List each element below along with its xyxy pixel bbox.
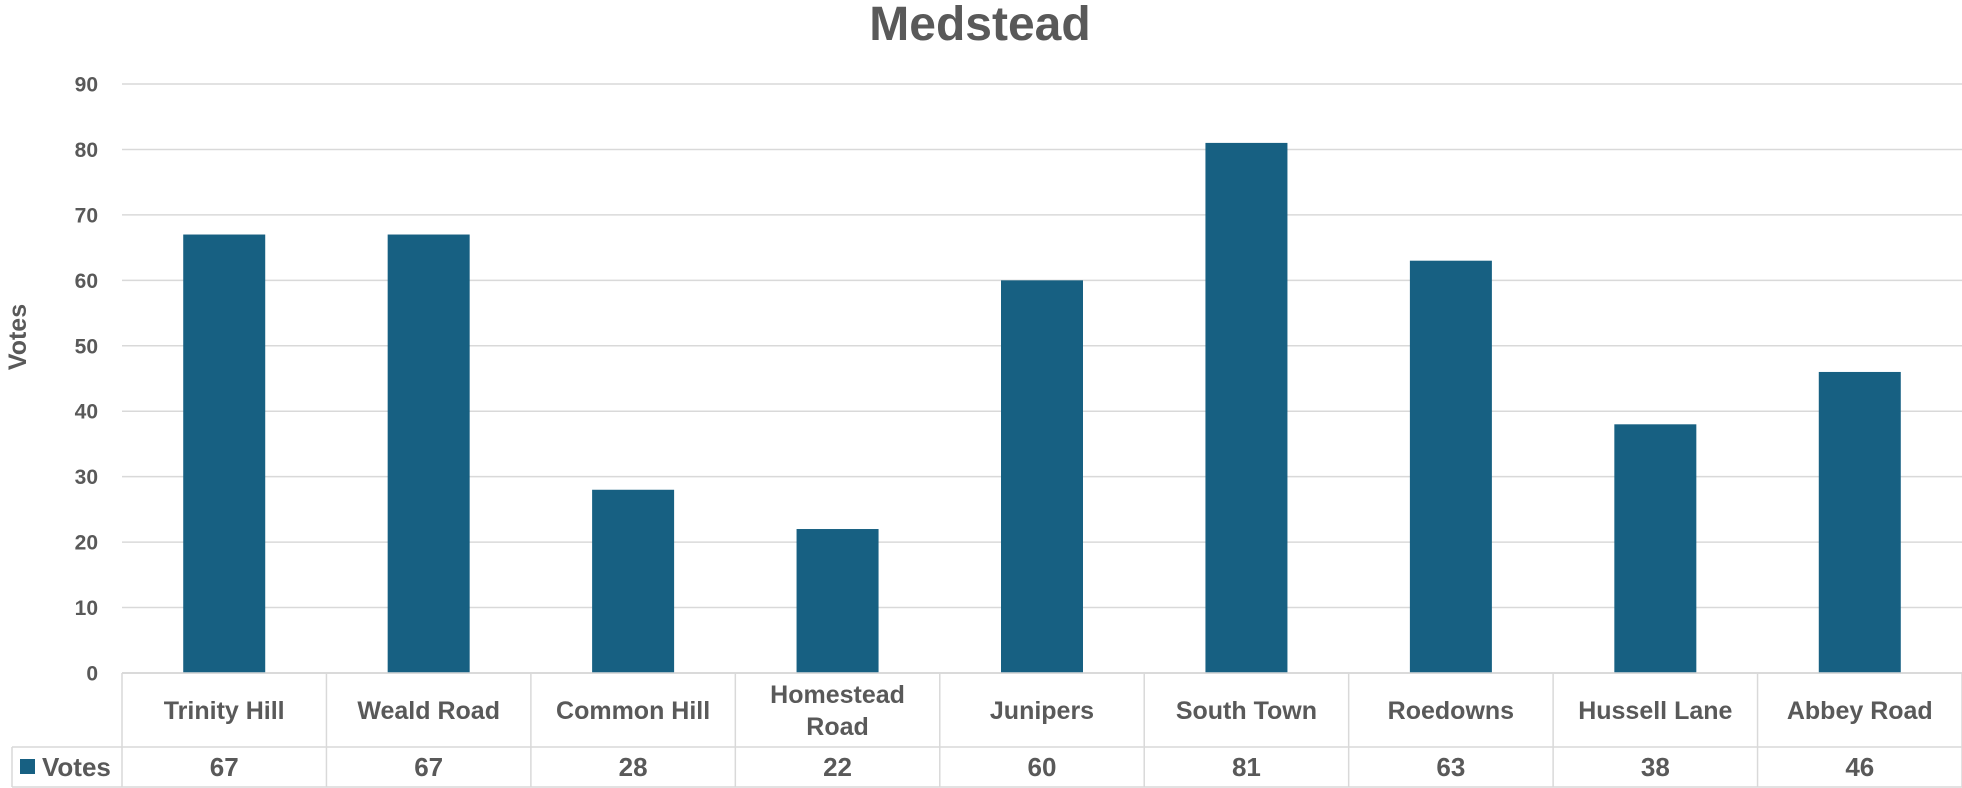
data-table: Trinity Hill Weald Road Common Hill Homeste… — [11, 672, 1962, 788]
data-label: 28 — [619, 752, 648, 782]
category-label: Junipers — [990, 697, 1094, 725]
legend-swatch — [20, 759, 35, 774]
category-label: Homestead — [770, 681, 905, 709]
category-label: Common Hill — [556, 697, 710, 725]
category-label: South Town — [1176, 697, 1317, 725]
bar — [1409, 260, 1492, 673]
data-label: 63 — [1436, 752, 1465, 782]
y-tick-label: 50 — [75, 335, 98, 358]
y-tick-label: 20 — [75, 532, 98, 555]
y-tick-label: 90 — [75, 74, 98, 97]
data-label: 81 — [1232, 752, 1261, 782]
data-label: 67 — [414, 752, 443, 782]
y-axis-ticks: 0 10 20 30 40 50 60 70 80 90 — [75, 74, 98, 686]
y-tick-label: 0 — [86, 663, 98, 686]
data-label: 67 — [210, 752, 239, 782]
bar — [1818, 371, 1901, 673]
category-label: Hussell Lane — [1578, 697, 1732, 725]
y-axis-label: Votes — [4, 304, 32, 370]
category-label: Weald Road — [357, 697, 500, 725]
bar — [796, 529, 879, 673]
data-label: 22 — [823, 752, 852, 782]
legend-label: Votes — [42, 752, 111, 782]
data-label: 46 — [1845, 752, 1874, 782]
y-tick-label: 10 — [75, 597, 98, 620]
bar — [387, 234, 470, 673]
category-label: Road — [806, 713, 869, 741]
data-label: 38 — [1641, 752, 1670, 782]
y-tick-label: 40 — [75, 401, 98, 424]
y-tick-label: 70 — [75, 204, 98, 227]
category-label: Abbey Road — [1787, 697, 1933, 725]
y-tick-label: 30 — [75, 466, 98, 489]
bar — [183, 234, 266, 673]
bar — [592, 489, 675, 673]
y-tick-label: 60 — [75, 270, 98, 293]
bar — [1001, 280, 1083, 673]
bars — [183, 142, 1901, 673]
data-label: 60 — [1028, 752, 1057, 782]
bar — [1614, 424, 1697, 673]
chart-title: Medstead — [869, 0, 1090, 51]
y-tick-label: 80 — [75, 139, 98, 162]
category-label: Trinity Hill — [164, 697, 285, 725]
category-label: Roedowns — [1388, 697, 1514, 725]
bar — [1205, 142, 1288, 673]
